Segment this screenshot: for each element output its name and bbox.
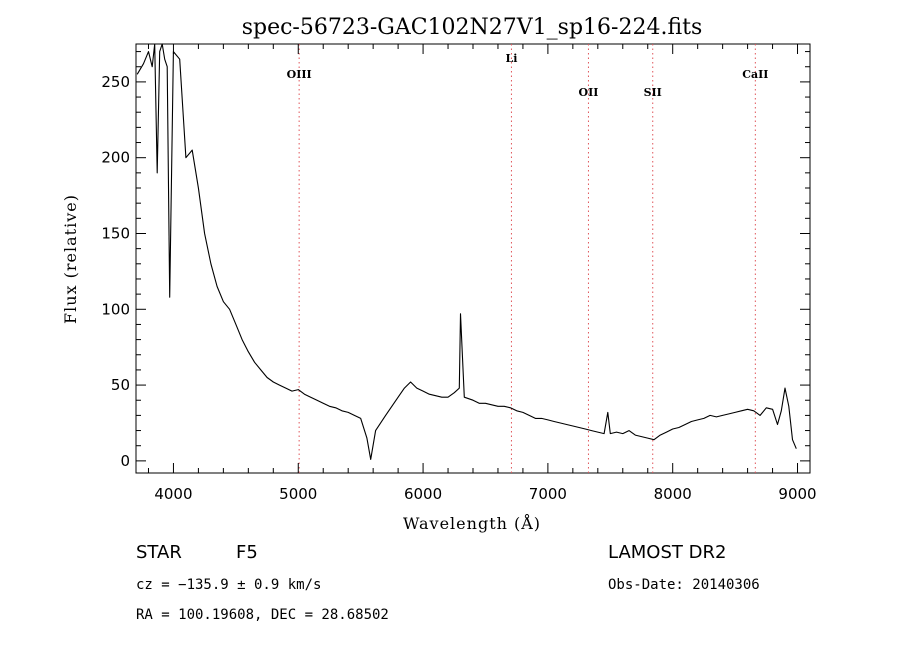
x-tick-label: 9000	[778, 485, 816, 503]
line-label-sii: SII	[644, 86, 662, 99]
y-tick-label: 100	[101, 300, 130, 318]
obs-date: Obs-Date: 20140306	[608, 577, 760, 593]
x-tick-label: 6000	[404, 485, 442, 503]
y-tick-label: 150	[101, 224, 130, 242]
y-axis-label: Flux (relative)	[61, 194, 80, 324]
x-axis-ticks: 4000 5000 6000 7000 8000 9000	[147, 44, 817, 503]
x-tick-label: 4000	[154, 485, 192, 503]
x-tick-label: 8000	[654, 485, 692, 503]
x-tick-label: 5000	[279, 485, 317, 503]
object-subclass: F5	[236, 542, 258, 563]
spectrum-line	[136, 43, 797, 460]
y-tick-label: 200	[101, 149, 130, 167]
cz-value: cz = −135.9 ± 0.9 km/s	[136, 577, 321, 593]
y-tick-label: 50	[111, 376, 130, 394]
line-label-oii: OII	[579, 86, 599, 99]
line-label-caii: CaII	[742, 68, 768, 81]
chart-title: spec-56723-GAC102N27V1_sp16-224.fits	[242, 15, 703, 40]
x-axis-label: Wavelength (Å)	[403, 513, 541, 533]
y-tick-label: 0	[120, 452, 130, 470]
spectral-line-markers: OIII Li OII SII CaII	[287, 44, 768, 473]
line-label-oiii: OIII	[287, 68, 312, 81]
survey-label: LAMOST DR2	[608, 542, 726, 563]
plot-frame	[135, 43, 811, 474]
y-tick-label: 250	[101, 73, 130, 91]
x-tick-label: 7000	[529, 485, 567, 503]
object-class: STAR	[136, 542, 182, 563]
ra-dec-coordinates: RA = 100.19608, DEC = 28.68502	[136, 607, 389, 623]
line-label-li: Li	[505, 52, 517, 65]
y-axis-ticks: 0 50 100 150 200 250	[101, 51, 810, 470]
